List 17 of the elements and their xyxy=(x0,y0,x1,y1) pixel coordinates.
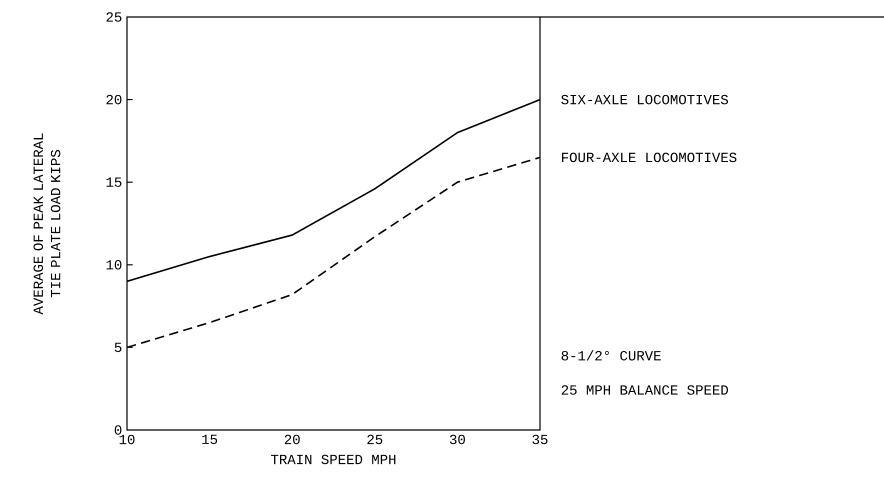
x-tick-label: 30 xyxy=(450,434,465,444)
text: 8-1/2° CURVE xyxy=(562,350,661,360)
y-tick-label: 20 xyxy=(106,94,122,104)
y-tick-label: 0 xyxy=(114,425,122,435)
x-tick-label: 35 xyxy=(532,434,548,444)
y-tick-label: 25 xyxy=(106,12,122,22)
y-tick-label: 5 xyxy=(114,342,122,352)
series-label: SIX-AXLE LOCOMOTIVES xyxy=(561,94,728,104)
y-tick-label: 15 xyxy=(106,178,122,187)
text: 25 MPH BALANCE SPEED xyxy=(562,385,728,395)
x-tick-label: 25 xyxy=(367,434,382,444)
x-tick-label: 15 xyxy=(202,434,218,444)
x-tick-label: 20 xyxy=(284,434,300,444)
x-axis-title: TRAIN SPEED MPH xyxy=(271,454,396,464)
series-label: FOUR-AXLE LOCOMOTIVES xyxy=(562,152,736,162)
y-tick-label: 10 xyxy=(106,260,122,270)
y-axis-title: AVERAGE OF PEAK LATERAL TIE PLATE LOAD KIPS xyxy=(34,133,60,315)
